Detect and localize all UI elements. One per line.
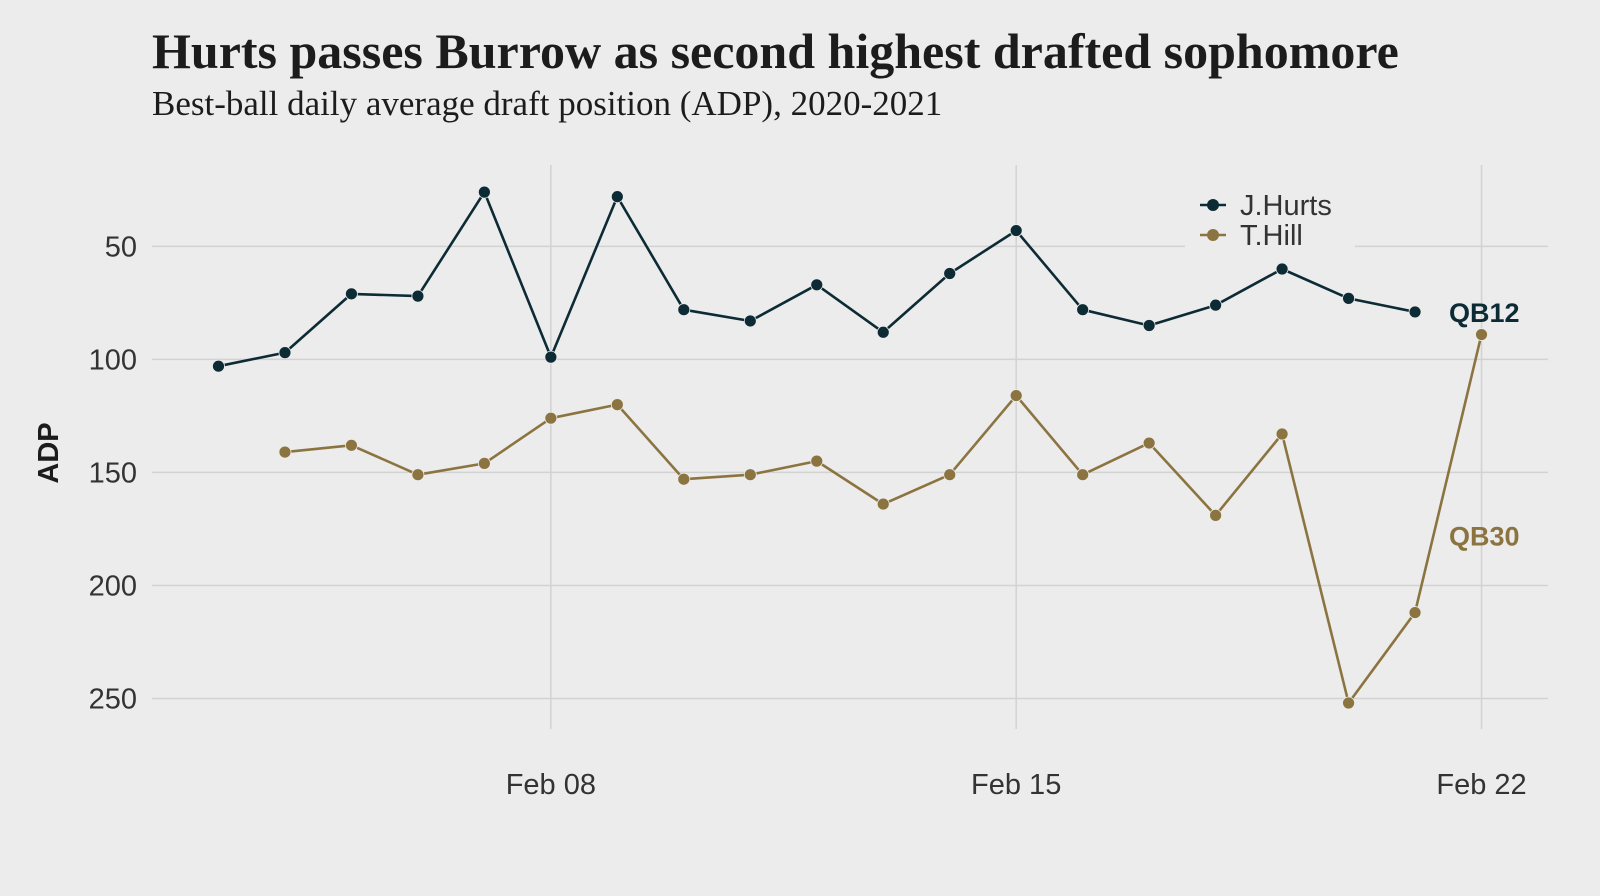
data-point-j-hurts	[743, 314, 757, 328]
chart-subtitle: Best-ball daily average draft position (…	[152, 84, 943, 123]
data-point-t-hill	[411, 468, 425, 482]
data-point-j-hurts	[411, 289, 425, 303]
legend-swatch-point-t-hill	[1207, 229, 1219, 241]
y-tick-label: 50	[105, 231, 137, 263]
data-point-j-hurts	[212, 359, 225, 373]
data-point-j-hurts	[278, 346, 292, 360]
end-labels: QB12 QB30	[1449, 298, 1520, 552]
x-tick-label: Feb 15	[971, 769, 1061, 801]
series-lines	[212, 185, 1488, 710]
data-point-t-hill	[1009, 389, 1023, 402]
data-point-t-hill	[544, 411, 558, 425]
x-tick-labels: Feb 08 Feb 15 Feb 22	[506, 769, 1527, 801]
y-tick-label: 150	[89, 457, 137, 489]
legend-label-t-hill: T.Hill	[1240, 220, 1303, 252]
data-point-t-hill	[943, 468, 957, 482]
data-point-j-hurts	[1209, 298, 1223, 312]
data-point-t-hill	[1275, 427, 1289, 441]
x-tick-label: Feb 08	[506, 769, 596, 801]
data-point-t-hill	[1142, 436, 1156, 450]
data-point-j-hurts	[876, 325, 890, 339]
data-point-t-hill	[876, 497, 890, 511]
data-point-t-hill	[1475, 328, 1488, 341]
y-tick-label: 200	[89, 570, 137, 602]
data-point-j-hurts	[1076, 303, 1090, 317]
data-point-j-hurts	[943, 267, 957, 280]
y-tick-labels: 50 100 150 200 250	[89, 231, 137, 715]
end-label-j-hurts: QB12	[1449, 298, 1520, 328]
data-point-j-hurts	[345, 287, 358, 301]
data-point-t-hill	[610, 398, 624, 412]
grid-lines	[152, 165, 1548, 729]
data-point-j-hurts	[810, 278, 824, 292]
y-axis-label: ADP	[33, 422, 65, 483]
x-tick-label: Feb 22	[1436, 769, 1526, 801]
y-tick-label: 250	[89, 683, 137, 715]
data-point-j-hurts	[1275, 262, 1289, 276]
data-point-t-hill	[810, 454, 824, 468]
data-point-t-hill	[677, 472, 691, 486]
chart-title: Hurts passes Burrow as second highest dr…	[152, 23, 1399, 79]
data-point-t-hill	[477, 456, 491, 470]
data-point-t-hill	[345, 438, 358, 452]
data-point-t-hill	[1342, 696, 1355, 710]
data-point-t-hill	[1209, 508, 1223, 522]
data-point-t-hill	[1408, 606, 1422, 619]
data-point-j-hurts	[1009, 224, 1023, 237]
data-point-j-hurts	[1142, 319, 1156, 332]
data-point-j-hurts	[677, 303, 691, 317]
y-tick-label: 100	[89, 344, 137, 376]
data-point-t-hill	[1076, 468, 1090, 482]
data-point-t-hill	[743, 468, 757, 482]
legend-swatch-point-j-hurts	[1207, 199, 1219, 211]
data-point-j-hurts	[1342, 291, 1355, 305]
data-point-j-hurts	[477, 185, 491, 199]
end-label-t-hill: QB30	[1449, 522, 1520, 552]
data-point-j-hurts	[1408, 305, 1422, 319]
data-point-j-hurts	[544, 350, 558, 364]
data-point-j-hurts	[610, 190, 624, 204]
legend-label-j-hurts: J.Hurts	[1240, 190, 1332, 222]
series-line-t-hill	[284, 334, 1483, 705]
data-point-t-hill	[278, 445, 292, 459]
